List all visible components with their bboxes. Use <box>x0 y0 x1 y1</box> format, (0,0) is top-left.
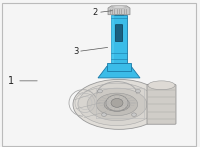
Circle shape <box>111 98 123 107</box>
FancyBboxPatch shape <box>115 11 123 15</box>
Ellipse shape <box>78 83 156 126</box>
Circle shape <box>132 113 136 116</box>
Polygon shape <box>108 6 130 15</box>
Circle shape <box>136 89 140 93</box>
Circle shape <box>106 95 128 111</box>
Ellipse shape <box>73 79 165 129</box>
Text: 1: 1 <box>8 76 14 86</box>
Ellipse shape <box>112 6 126 8</box>
FancyBboxPatch shape <box>111 15 114 63</box>
Text: 2: 2 <box>92 8 98 17</box>
Ellipse shape <box>148 81 175 90</box>
Polygon shape <box>98 66 140 78</box>
Circle shape <box>98 89 102 93</box>
FancyBboxPatch shape <box>111 15 127 63</box>
Circle shape <box>102 113 106 116</box>
Ellipse shape <box>104 97 130 111</box>
Text: 3: 3 <box>73 47 79 56</box>
Ellipse shape <box>96 93 138 116</box>
FancyBboxPatch shape <box>107 63 131 71</box>
FancyBboxPatch shape <box>147 85 176 124</box>
FancyBboxPatch shape <box>115 25 123 41</box>
Ellipse shape <box>87 88 147 121</box>
